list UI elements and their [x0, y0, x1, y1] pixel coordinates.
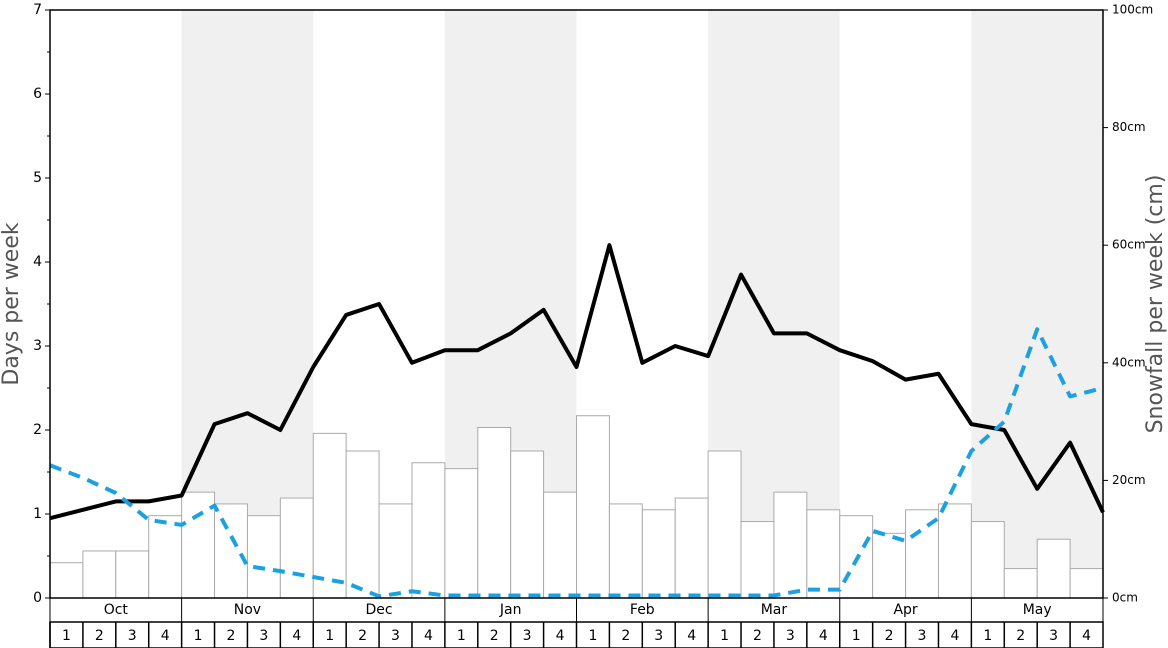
bar	[279, 497, 314, 599]
bar	[641, 509, 676, 599]
month-label: Mar	[761, 602, 788, 618]
bar	[444, 468, 479, 599]
week-label: 3	[786, 628, 795, 644]
bar	[1003, 568, 1038, 599]
month-label: Feb	[630, 602, 655, 618]
week-label: 3	[1049, 628, 1058, 644]
y-axis-label: Days per week	[0, 222, 24, 385]
bar	[246, 515, 281, 599]
y-tick-label: 4	[33, 254, 42, 270]
week-label: 4	[424, 628, 433, 644]
bar	[1036, 538, 1071, 599]
week-label: 4	[556, 628, 565, 644]
month-label: Dec	[366, 602, 393, 618]
y2-tick-label: 20cm	[1112, 473, 1146, 487]
bar	[378, 503, 413, 599]
bar	[1069, 568, 1104, 599]
week-label: 1	[852, 628, 861, 644]
week-label: 1	[194, 628, 203, 644]
bar	[312, 432, 347, 599]
week-label: 1	[983, 628, 992, 644]
week-label: 4	[292, 628, 301, 644]
bar	[543, 491, 577, 599]
bar	[740, 521, 775, 599]
bar	[970, 521, 1005, 599]
line-series	[49, 243, 1105, 521]
month-shade	[971, 10, 1103, 598]
bar	[707, 450, 742, 599]
week-label: 2	[621, 628, 630, 644]
y2-tick-label: 0cm	[1112, 591, 1138, 605]
bar	[937, 503, 972, 599]
week-label: 2	[753, 628, 762, 644]
y-tick-label: 6	[33, 86, 42, 102]
bar	[608, 503, 643, 599]
y-tick-label: 7	[33, 2, 42, 18]
bar	[674, 497, 709, 599]
bar	[510, 450, 545, 599]
y2-tick-label: 100cm	[1112, 3, 1153, 17]
week-label: 4	[1082, 628, 1091, 644]
bar	[345, 450, 380, 599]
bar	[148, 515, 183, 599]
y2-tick-label: 60cm	[1112, 238, 1146, 252]
week-label: 3	[654, 628, 663, 644]
bar	[806, 509, 841, 599]
week-label: 2	[1016, 628, 1025, 644]
week-label: 4	[819, 628, 828, 644]
week-label: 1	[325, 628, 334, 644]
month-label: Apr	[893, 602, 917, 618]
y-tick-label: 0	[33, 590, 42, 606]
week-label: 1	[62, 628, 71, 644]
week-label: 3	[259, 628, 268, 644]
bar	[872, 532, 907, 599]
week-label: 1	[720, 628, 729, 644]
bar	[477, 426, 512, 599]
y-tick-label: 1	[33, 506, 42, 522]
month-label: May	[1023, 602, 1052, 618]
week-label: 3	[523, 628, 532, 644]
y2-tick-label: 40cm	[1112, 355, 1146, 369]
bar	[181, 491, 216, 599]
month-label: Oct	[104, 602, 129, 618]
week-label: 3	[128, 628, 137, 644]
week-label: 1	[588, 628, 597, 644]
y2-axis-label: Snowfall per week (cm)	[1143, 175, 1168, 434]
week-label: 4	[161, 628, 170, 644]
bar	[82, 550, 117, 599]
week-label: 1	[457, 628, 466, 644]
week-label: 2	[885, 628, 894, 644]
y-tick-label: 3	[33, 338, 42, 354]
week-label: 2	[490, 628, 499, 644]
y2-tick-label: 80cm	[1112, 120, 1146, 134]
week-label: 4	[950, 628, 959, 644]
y-tick-label: 5	[33, 170, 42, 186]
week-label: 2	[358, 628, 367, 644]
y-tick-label: 2	[33, 422, 42, 438]
week-label: 3	[391, 628, 400, 644]
week-label: 2	[227, 628, 236, 644]
bar	[49, 562, 84, 599]
bar	[411, 462, 446, 599]
line-series	[49, 327, 1104, 599]
month-label: Nov	[234, 602, 261, 618]
week-label: 3	[918, 628, 927, 644]
month-label: Jan	[499, 602, 522, 618]
bar	[576, 415, 610, 599]
bar	[115, 550, 150, 599]
bar	[214, 503, 248, 599]
bar	[773, 491, 808, 599]
week-label: 4	[687, 628, 696, 644]
week-label: 2	[95, 628, 104, 644]
